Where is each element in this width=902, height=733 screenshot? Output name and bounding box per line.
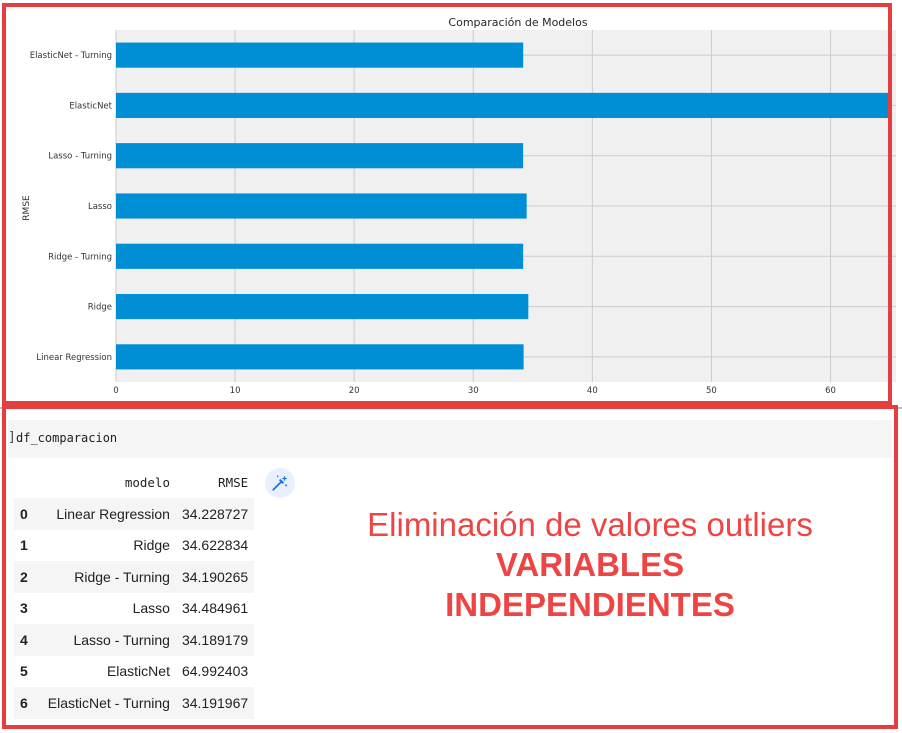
magic-wand-icon [272,474,288,491]
annotation-line-2: VARIABLES [495,546,685,583]
x-tick-label: 10 [230,386,241,396]
cell-modelo: Linear Regression [56,505,170,522]
row-index: 5 [20,663,28,680]
cell-modelo: Lasso - Turning [73,631,170,648]
bar [116,294,529,320]
cell-rmse: 34.622834 [181,537,249,554]
row-index: 1 [20,537,28,554]
cell-modelo: Ridge - Turning [74,568,170,585]
cell-modelo: ElasticNet [106,663,170,680]
bar [116,243,524,269]
annotation-line-1: Eliminación de valores outliers [367,506,813,543]
bar [116,92,890,118]
cell-bracket: ] [8,430,16,445]
row-index: 6 [20,694,28,711]
x-tick-label: 50 [706,386,717,396]
cell-modelo: Lasso [132,600,170,617]
y-tick-label: ElasticNet - Turning [30,51,112,61]
x-tick-label: 30 [468,386,479,396]
code-input[interactable]: df_comparacion [16,431,118,445]
x-tick-label: 20 [349,386,360,396]
comparison-chart: Linear Regression Ridge Ridge - Turning Las… [22,16,896,396]
annotation-frame-chart [2,3,892,405]
row-index: 3 [20,600,28,617]
cell-rmse: 34.484961 [181,600,249,617]
row-index: 0 [20,505,28,522]
suggest-chart-button[interactable] [265,468,295,498]
cell-rmse: 64.992403 [181,663,249,680]
column-header-rmse: RMSE [218,474,249,490]
x-tick-label: 40 [587,386,598,396]
table-row: 6 ElasticNet - Turning 34.191967 [14,687,255,719]
cell-rmse: 34.228727 [181,505,249,522]
annotation-frame-table [2,405,898,729]
chart-title: Comparación de Modelos [448,16,587,29]
y-tick-label: Lasso - Turning [48,152,112,162]
y-tick-label: Lasso [88,202,112,212]
table-row: 3 Lasso 34.484961 [14,593,254,625]
y-tick-label: Linear Regression [36,353,112,363]
table-row: 5 ElasticNet 64.992403 [14,656,254,688]
outliers-annotation: Eliminación de valores outliers VARIABLE… [330,505,850,625]
annotation-line-3: INDEPENDIENTES [445,586,735,623]
y-axis-label: RMSE [22,195,32,221]
y-tick-label: Ridge - Turning [48,252,112,262]
x-tick-label: 0 [113,386,118,396]
row-index: 2 [20,568,28,585]
cell-rmse: 34.191967 [181,694,249,711]
column-header-modelo: modelo [124,474,170,490]
row-index: 4 [20,631,28,648]
code-cell[interactable]: ] df_comparacion [8,420,892,458]
x-tick-label: 60 [825,386,836,396]
bar [116,193,527,219]
table-row: 0 Linear Regression 34.228727 [14,498,255,530]
cell-modelo: Ridge [133,537,170,554]
bar [116,143,524,169]
cell-rmse: 34.189179 [181,631,249,648]
table-row: 2 Ridge - Turning 34.190265 [14,561,255,593]
y-tick-label: Ridge [88,303,112,313]
y-tick-label: ElasticNet [69,101,112,111]
cell-modelo: ElasticNet - Turning [47,694,170,711]
bar [116,42,524,68]
cell-rmse: 34.190265 [181,568,249,585]
table-row: 4 Lasso - Turning 34.189179 [14,624,255,656]
bar [116,344,524,370]
table-row: 1 Ridge 34.622834 [14,530,254,562]
table-header-row: modelo RMSE [14,466,254,498]
dataframe-table: modelo RMSE 0 Linear Regression 34.22872… [14,466,255,719]
